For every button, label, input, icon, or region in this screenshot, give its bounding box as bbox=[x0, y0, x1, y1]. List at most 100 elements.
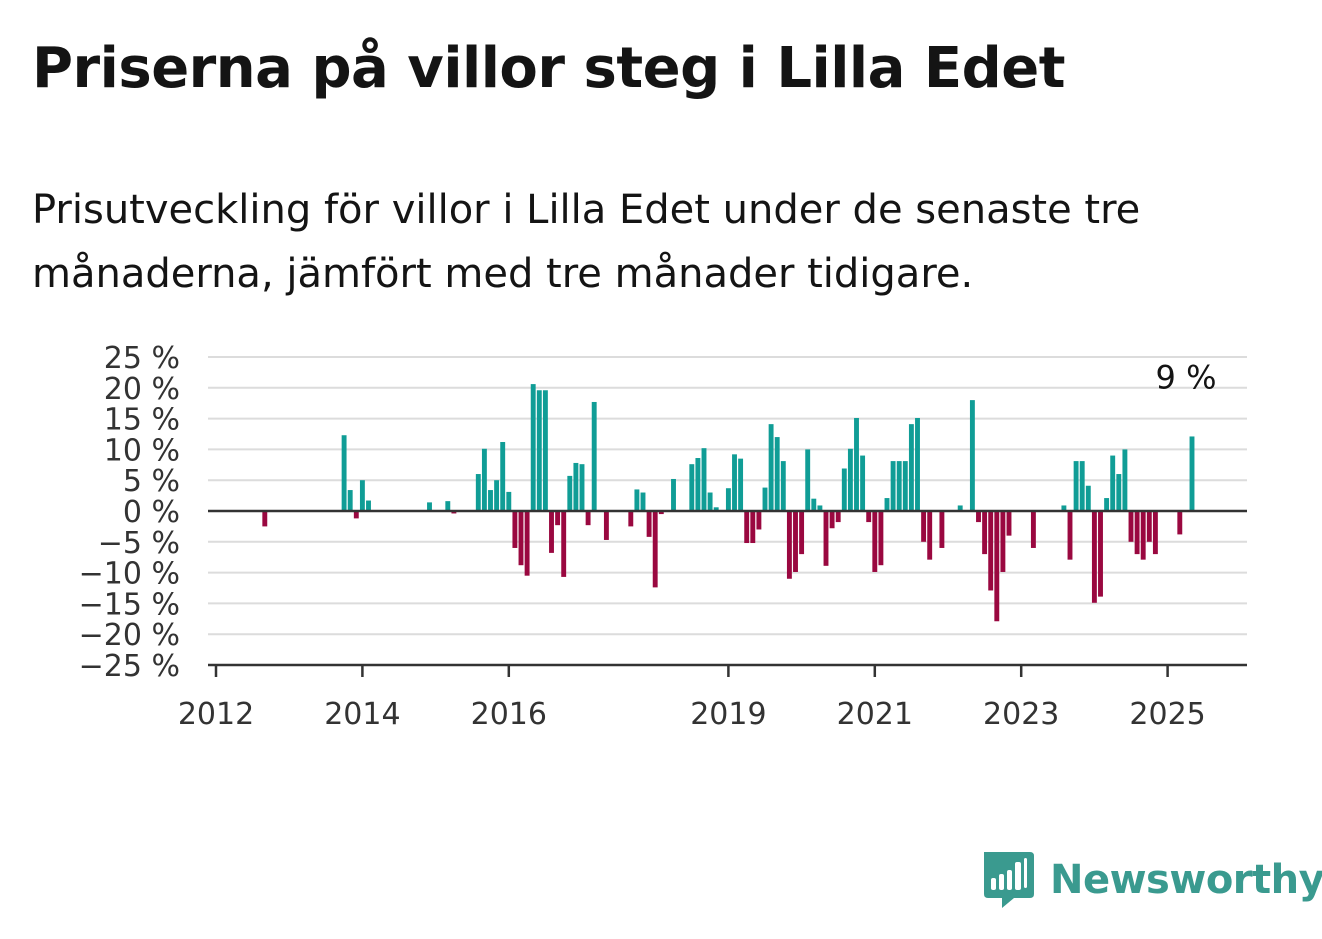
chart-subtitle: Prisutveckling för villor i Lilla Edet u… bbox=[32, 187, 1141, 297]
bar bbox=[866, 511, 872, 523]
y-tick-label: 0 % bbox=[123, 495, 180, 530]
x-tick-label: 2016 bbox=[471, 697, 547, 732]
bar bbox=[1030, 511, 1036, 548]
bar bbox=[884, 498, 890, 511]
x-tick-label: 2023 bbox=[983, 697, 1059, 732]
bar bbox=[347, 490, 353, 511]
bar bbox=[878, 511, 884, 566]
bar bbox=[780, 461, 786, 511]
bar bbox=[518, 511, 524, 566]
bar bbox=[1079, 461, 1085, 511]
bar bbox=[994, 511, 1000, 622]
bar bbox=[427, 502, 432, 511]
bar bbox=[854, 417, 859, 511]
bar bbox=[494, 480, 500, 511]
bar bbox=[860, 455, 866, 511]
bar bbox=[1134, 511, 1140, 555]
bar bbox=[561, 511, 567, 577]
bar bbox=[805, 449, 811, 511]
newsworthy-logo-text: Newsworthy bbox=[1050, 857, 1322, 903]
bar bbox=[829, 511, 835, 529]
bar bbox=[939, 511, 945, 548]
bar bbox=[262, 511, 268, 527]
bar bbox=[1000, 511, 1006, 572]
bars bbox=[262, 384, 1195, 622]
bar bbox=[1116, 474, 1122, 511]
bar bbox=[915, 417, 920, 511]
y-tick-label: −5 % bbox=[98, 526, 180, 561]
bar bbox=[359, 480, 365, 511]
bar bbox=[927, 511, 933, 560]
bar bbox=[793, 511, 798, 572]
bar bbox=[725, 488, 731, 511]
y-axis-ticks: 25 %20 %15 %10 %5 %0 %−5 %−10 %−15 %−20 … bbox=[79, 341, 180, 684]
bar bbox=[799, 511, 805, 555]
newsworthy-logo-icon bbox=[984, 852, 1034, 908]
y-tick-label: 20 % bbox=[104, 372, 180, 407]
x-tick-label: 2014 bbox=[324, 697, 400, 732]
bar bbox=[341, 435, 347, 511]
bar bbox=[555, 511, 561, 526]
axes bbox=[208, 509, 1247, 667]
bar bbox=[658, 511, 664, 515]
bar bbox=[1061, 505, 1067, 511]
bar bbox=[695, 458, 701, 511]
bar bbox=[756, 511, 762, 530]
bar bbox=[762, 487, 768, 511]
bar bbox=[530, 384, 536, 511]
bar bbox=[366, 500, 371, 511]
bar bbox=[628, 511, 634, 527]
bar bbox=[585, 511, 591, 526]
bar bbox=[890, 461, 896, 511]
bar bbox=[768, 424, 774, 511]
bar bbox=[841, 468, 847, 511]
x-tick-label: 2019 bbox=[690, 697, 766, 732]
y-tick-label: −15 % bbox=[79, 587, 180, 622]
bar bbox=[542, 390, 548, 511]
bar bbox=[976, 511, 981, 523]
bar bbox=[835, 511, 841, 523]
y-tick-label: −25 % bbox=[79, 649, 180, 684]
bar bbox=[1104, 498, 1110, 511]
bar bbox=[579, 464, 585, 511]
bar bbox=[896, 461, 902, 511]
y-tick-label: 5 % bbox=[123, 464, 180, 499]
bar bbox=[634, 489, 640, 511]
y-tick-label: −10 % bbox=[79, 557, 180, 592]
bar-chart: 25 %20 %15 %10 %5 %0 %−5 %−10 %−15 %−20 … bbox=[79, 341, 1247, 732]
bar bbox=[445, 501, 451, 511]
bar bbox=[1073, 461, 1079, 511]
bar bbox=[732, 454, 737, 511]
y-tick-label: 10 % bbox=[104, 433, 180, 468]
bar bbox=[1006, 511, 1012, 536]
bar bbox=[1122, 449, 1128, 511]
bar bbox=[908, 424, 914, 511]
bar bbox=[1098, 511, 1103, 597]
bar bbox=[744, 511, 750, 544]
y-tick-label: 25 % bbox=[104, 341, 180, 376]
bar bbox=[701, 448, 707, 511]
bar bbox=[902, 461, 908, 511]
bar bbox=[1189, 436, 1195, 511]
bar bbox=[1085, 485, 1091, 511]
bar bbox=[1146, 511, 1152, 542]
bar bbox=[475, 474, 481, 511]
bar bbox=[353, 511, 359, 519]
x-axis-ticks: 2012 2014 2016 2019 2021 2023 2025 bbox=[178, 665, 1206, 732]
bar bbox=[500, 442, 506, 511]
bar bbox=[982, 511, 988, 555]
bar bbox=[512, 511, 518, 548]
bar bbox=[872, 511, 878, 572]
bar bbox=[573, 462, 579, 511]
bar bbox=[488, 490, 493, 511]
bar bbox=[713, 507, 719, 511]
bar bbox=[640, 492, 646, 511]
bar bbox=[524, 511, 530, 576]
bar bbox=[988, 511, 994, 591]
bar bbox=[567, 475, 573, 511]
newsworthy-logo: Newsworthy bbox=[980, 850, 1322, 910]
bar bbox=[921, 511, 927, 542]
bar bbox=[591, 401, 597, 511]
bar bbox=[652, 511, 658, 588]
bar bbox=[707, 492, 713, 511]
